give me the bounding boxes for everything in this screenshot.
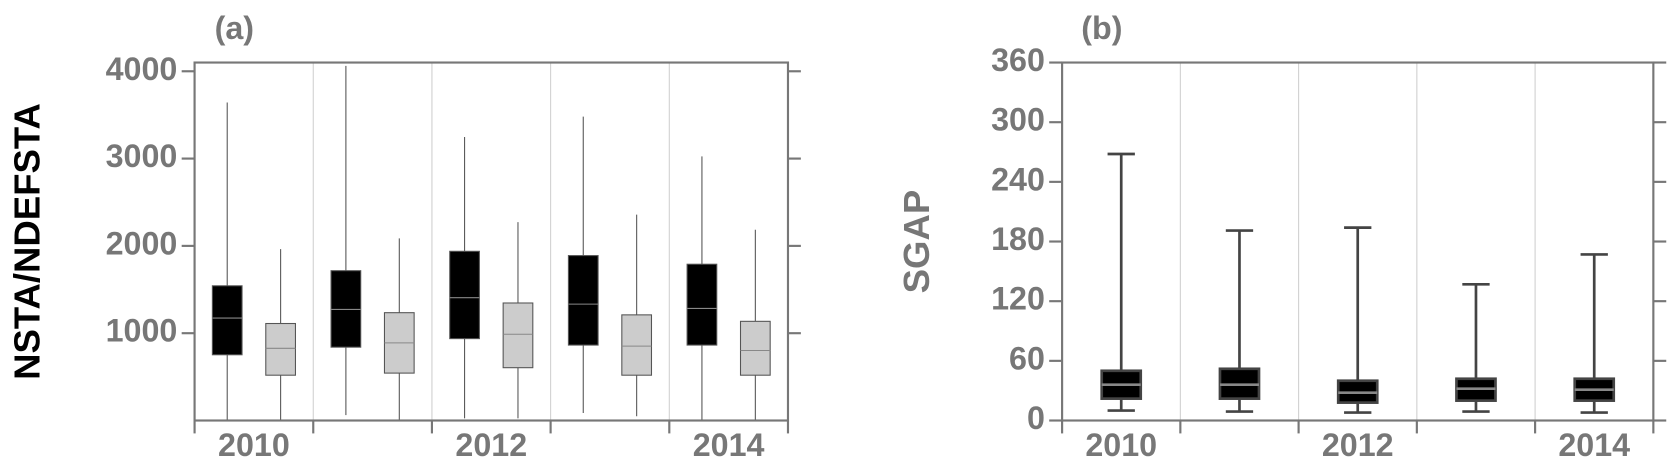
box (502, 302, 534, 369)
x-tick-label: 2014 (1558, 427, 1630, 463)
y-axis-label: NSTA/NDEFSTA (7, 103, 48, 380)
x-tick-label: 2010 (218, 427, 290, 463)
y-tick-label: 240 (991, 161, 1045, 197)
y-tick-label: 4000 (106, 51, 178, 87)
box (621, 314, 653, 376)
plot-frame (193, 61, 790, 422)
y-tick-label: 300 (991, 102, 1045, 138)
x-tick-label: 2012 (1322, 427, 1394, 463)
y-tick-label: 180 (991, 221, 1045, 257)
box (567, 255, 599, 346)
box (739, 320, 771, 376)
y-tick-label: 3000 (106, 138, 178, 174)
y-tick-label: 360 (991, 42, 1045, 78)
box (449, 250, 480, 340)
box (686, 263, 718, 346)
y-tick-label: 60 (1009, 340, 1045, 376)
y-tick-label: 2000 (106, 225, 178, 261)
panel-title: (a) (215, 10, 254, 46)
x-tick-label: 2012 (455, 427, 527, 463)
box (265, 322, 296, 376)
y-tick-label: 120 (991, 281, 1045, 317)
panel-title: (b) (1081, 10, 1122, 46)
x-tick-label: 2014 (693, 427, 765, 463)
y-tick-label: 1000 (106, 313, 178, 349)
box (211, 285, 243, 356)
y-axis-label: SGAP (896, 190, 937, 294)
x-tick-label: 2010 (1085, 427, 1157, 463)
y-tick-label: 0 (1027, 400, 1045, 436)
